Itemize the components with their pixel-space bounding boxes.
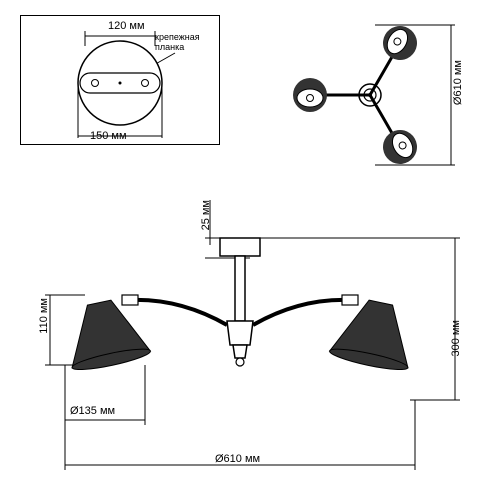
side-view-svg <box>30 190 480 490</box>
top-view-svg <box>275 15 475 175</box>
mount-plate-svg <box>30 28 210 138</box>
